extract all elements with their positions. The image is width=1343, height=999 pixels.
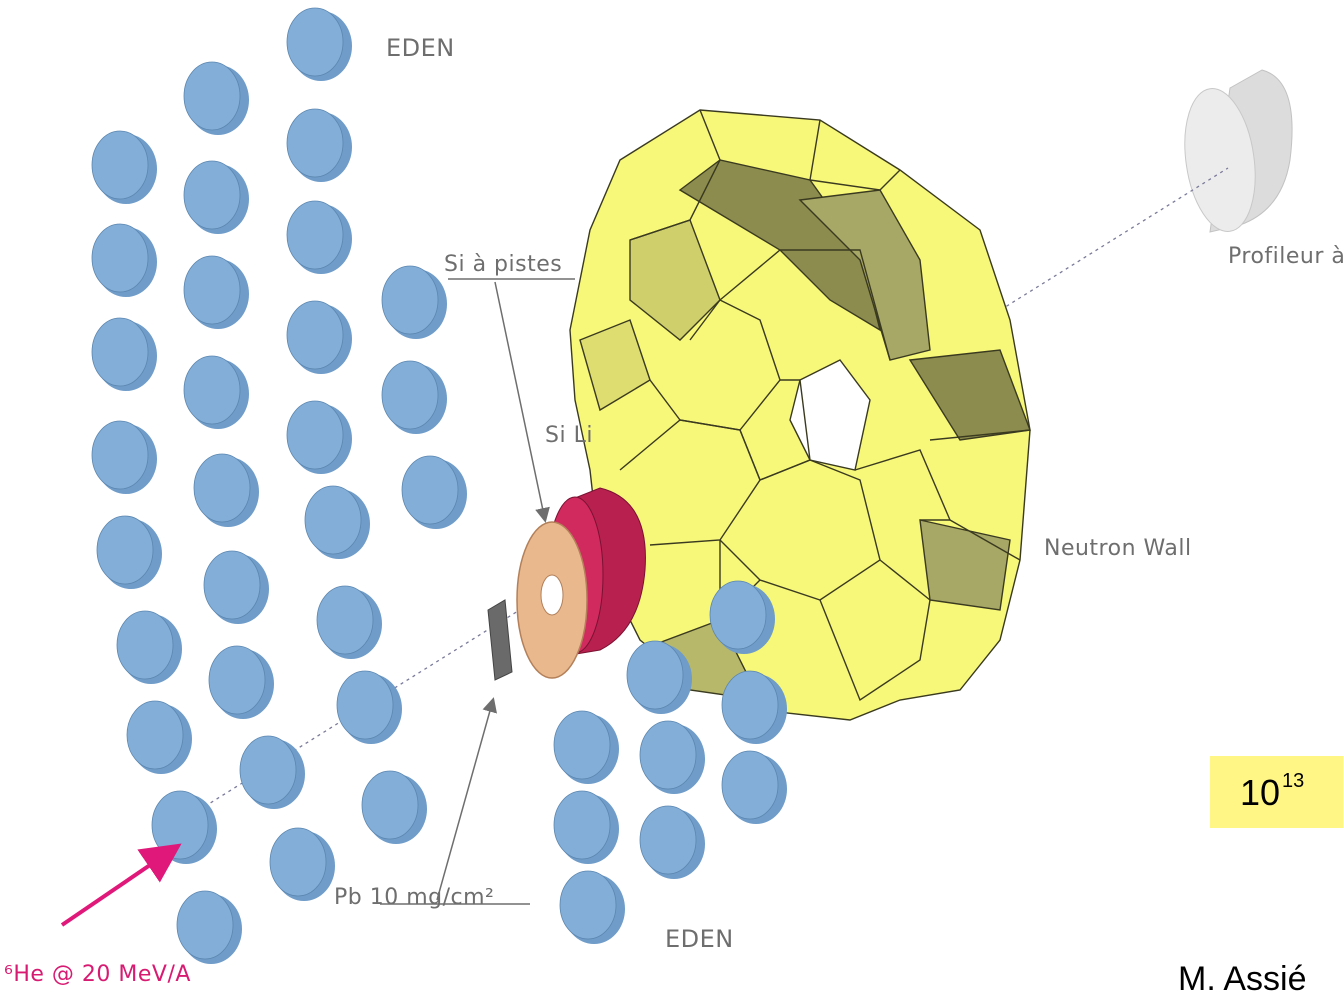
gas-profiler xyxy=(1184,69,1293,233)
eden-detector xyxy=(91,130,157,204)
eden-detector xyxy=(401,455,467,529)
eden-detector-face xyxy=(208,645,266,715)
eden-detector xyxy=(126,700,192,774)
eden-detector xyxy=(336,670,402,744)
pb-target xyxy=(487,599,513,681)
intensity-base: 10 xyxy=(1240,772,1281,813)
eden-detector xyxy=(208,645,274,719)
eden-detector xyxy=(193,453,259,527)
eden-detector-face xyxy=(286,200,344,270)
eden-detector xyxy=(553,710,619,784)
eden-detector-face xyxy=(91,130,149,200)
eden-detector xyxy=(286,200,352,274)
eden-detector xyxy=(361,770,427,844)
intensity-exponent: 13 xyxy=(1282,770,1305,792)
label-pb-target: Pb 10 mg/cm² xyxy=(334,885,495,910)
label-eden-top: EDEN xyxy=(386,34,455,62)
beam-arrow xyxy=(60,843,182,927)
eden-detector xyxy=(553,790,619,864)
label-si-li: Si Li xyxy=(545,423,593,448)
eden-detector xyxy=(721,670,787,744)
eden-detector xyxy=(183,160,249,234)
eden-detector-face xyxy=(183,160,241,230)
eden-detector-face xyxy=(239,735,297,805)
eden-detector-face xyxy=(193,453,251,523)
eden-detector xyxy=(116,610,182,684)
eden-detector-face xyxy=(559,870,617,940)
eden-detector-face xyxy=(183,355,241,425)
author-credit: M. Assié xyxy=(1178,960,1307,998)
si-pistes-arrow xyxy=(494,281,550,523)
label-profileur: Profileur à gaz xyxy=(1228,244,1343,269)
eden-detector xyxy=(286,7,352,81)
eden-detector xyxy=(286,108,352,182)
eden-detector-face xyxy=(269,827,327,897)
intensity-box: 10 13 xyxy=(1210,756,1343,828)
label-beam: ⁶He @ 20 MeV/A xyxy=(4,962,191,987)
eden-detector xyxy=(96,515,162,589)
eden-detector-face xyxy=(286,300,344,370)
eden-detector-face xyxy=(151,790,209,860)
label-eden-bottom: EDEN xyxy=(665,925,734,953)
eden-detector-face xyxy=(381,360,439,430)
eden-detector xyxy=(381,265,447,339)
eden-detector xyxy=(559,870,625,944)
eden-detector xyxy=(626,640,692,714)
eden-detector xyxy=(151,790,217,864)
eden-detector xyxy=(269,827,335,901)
eden-detector xyxy=(639,720,705,794)
eden-detector-face xyxy=(286,108,344,178)
eden-detector xyxy=(304,485,370,559)
eden-detector-face xyxy=(126,700,184,770)
eden-detector-face xyxy=(401,455,459,525)
eden-detector-face xyxy=(203,550,261,620)
label-neutron-wall: Neutron Wall xyxy=(1044,536,1192,561)
eden-detector-face xyxy=(639,805,697,875)
eden-detector-face xyxy=(553,710,611,780)
eden-detector xyxy=(381,360,447,434)
eden-detector-face xyxy=(286,7,344,77)
eden-detector xyxy=(176,890,242,964)
si-strip-ring xyxy=(516,521,588,679)
eden-detector xyxy=(183,355,249,429)
pb-arrow xyxy=(436,697,497,901)
eden-detector-face xyxy=(316,585,374,655)
eden-detector-face xyxy=(626,640,684,710)
eden-detector-face xyxy=(183,61,241,131)
label-si-pistes: Si à pistes xyxy=(444,252,563,277)
eden-detector-face xyxy=(721,670,779,740)
eden-detector-face xyxy=(709,580,767,650)
eden-detector-face xyxy=(91,223,149,293)
eden-detector xyxy=(203,550,269,624)
eden-detector xyxy=(183,255,249,329)
eden-detector-face xyxy=(183,255,241,325)
eden-detector-face xyxy=(286,400,344,470)
eden-detector xyxy=(91,317,157,391)
eden-detector xyxy=(91,223,157,297)
eden-detector xyxy=(183,61,249,135)
eden-detector xyxy=(639,805,705,879)
eden-detector xyxy=(239,735,305,809)
eden-detector-face xyxy=(721,750,779,820)
eden-detector-face xyxy=(91,420,149,490)
eden-detector xyxy=(316,585,382,659)
eden-detector xyxy=(721,750,787,824)
eden-detector-face xyxy=(361,770,419,840)
eden-detector-face xyxy=(639,720,697,790)
eden-detector xyxy=(709,580,775,654)
eden-detector-face xyxy=(553,790,611,860)
eden-detector-face xyxy=(116,610,174,680)
eden-detector-face xyxy=(176,890,234,960)
eden-detector-face xyxy=(336,670,394,740)
eden-detector-face xyxy=(304,485,362,555)
eden-detector-array xyxy=(91,7,787,964)
eden-detector xyxy=(286,400,352,474)
eden-detector-face xyxy=(91,317,149,387)
eden-detector-face xyxy=(381,265,439,335)
eden-detector xyxy=(286,300,352,374)
eden-detector-face xyxy=(96,515,154,585)
neutron-wall xyxy=(569,109,1031,721)
eden-detector xyxy=(91,420,157,494)
